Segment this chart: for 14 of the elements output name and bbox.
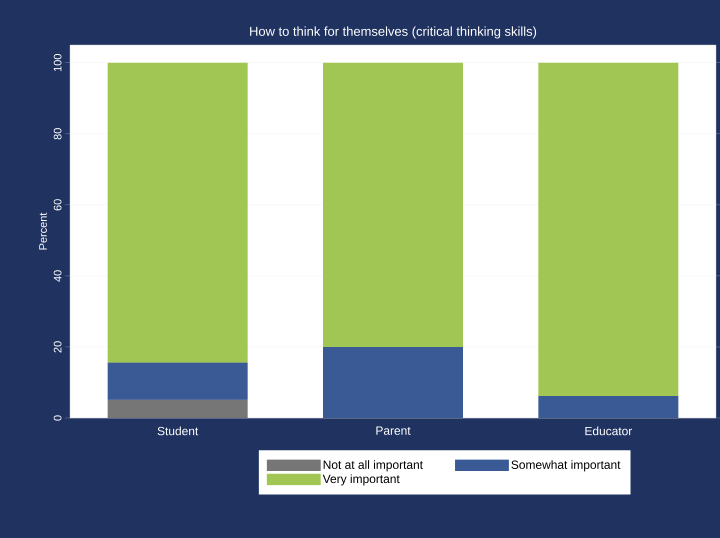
x-tick-label: Educator [585,426,632,436]
y-axis-title: Percent [39,212,47,250]
y-tick-label: 80 [54,128,62,140]
y-tick-label: 0 [54,415,62,421]
y-tick-label: 100 [54,54,62,72]
chart-title: How to think for themselves (critical thinking skills) [250,26,536,38]
x-tick-label: Parent [376,426,411,435]
y-tick-label: 20 [54,341,62,352]
y-tick-label: 60 [54,199,62,210]
legend-label: Very important [322,474,400,486]
legend-label: Not at all important [324,460,423,472]
legend-label: Somewhat important [511,460,620,472]
x-tick-label: Student [158,426,198,436]
y-tick-label: 40 [54,270,62,282]
